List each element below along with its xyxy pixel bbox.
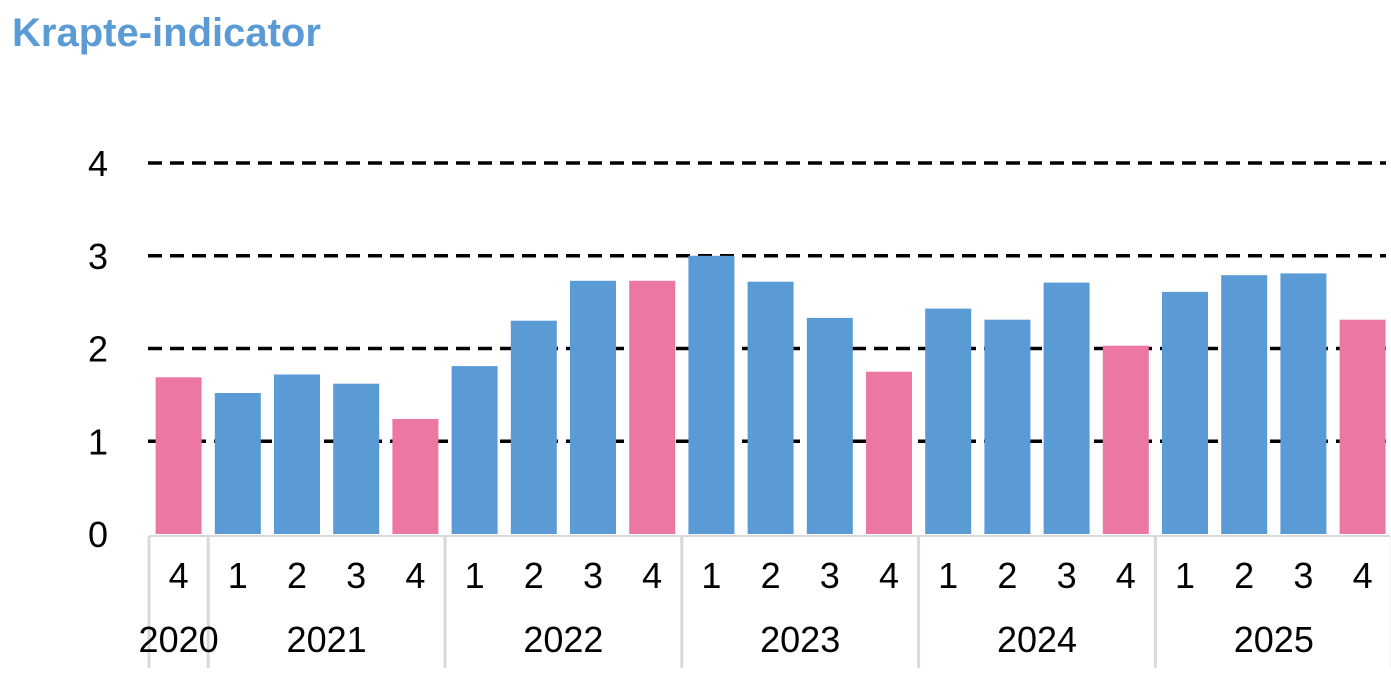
quarter-label: 2 bbox=[997, 555, 1017, 596]
quarter-label: 1 bbox=[228, 555, 248, 596]
y-axis-ticks: 0 1 2 3 4 bbox=[88, 143, 108, 555]
bar bbox=[925, 308, 972, 534]
quarter-label: 3 bbox=[346, 555, 366, 596]
bar bbox=[806, 317, 853, 534]
bar bbox=[866, 371, 912, 534]
year-label: 2020 bbox=[139, 619, 219, 660]
bar bbox=[1221, 275, 1268, 534]
y-tick-label: 4 bbox=[88, 143, 108, 184]
bar bbox=[510, 320, 557, 534]
bar bbox=[1102, 345, 1149, 534]
quarter-label: 4 bbox=[405, 555, 425, 596]
quarter-label: 3 bbox=[1057, 555, 1077, 596]
bars bbox=[155, 255, 1386, 535]
bar bbox=[1280, 273, 1327, 534]
quarter-label: 1 bbox=[701, 555, 721, 596]
y-tick-label: 2 bbox=[88, 329, 108, 370]
quarter-label: 2 bbox=[1234, 555, 1254, 596]
quarter-label: 4 bbox=[1353, 555, 1373, 596]
bar bbox=[155, 377, 202, 534]
quarter-label: 1 bbox=[938, 555, 958, 596]
year-label: 2021 bbox=[287, 619, 367, 660]
quarter-label: 1 bbox=[465, 555, 485, 596]
y-tick-label: 0 bbox=[88, 514, 108, 555]
quarter-label: 3 bbox=[583, 555, 603, 596]
year-label: 2022 bbox=[523, 619, 603, 660]
quarter-label: 2 bbox=[524, 555, 544, 596]
quarter-label: 2 bbox=[287, 555, 307, 596]
bar bbox=[1043, 282, 1090, 534]
bar bbox=[984, 319, 1031, 534]
chart-title: Krapte-indicator bbox=[12, 11, 321, 55]
quarter-label: 4 bbox=[1116, 555, 1136, 596]
quarter-label: 4 bbox=[642, 555, 662, 596]
quarter-label: 4 bbox=[879, 555, 899, 596]
bar bbox=[214, 393, 261, 534]
bar bbox=[451, 366, 498, 534]
bar bbox=[274, 374, 320, 534]
quarter-label: 1 bbox=[1175, 555, 1195, 596]
bar bbox=[629, 280, 676, 534]
quarter-label: 4 bbox=[169, 555, 189, 596]
quarter-label: 2 bbox=[761, 555, 781, 596]
bar bbox=[1339, 319, 1386, 534]
y-tick-label: 1 bbox=[88, 421, 108, 462]
bar bbox=[333, 383, 380, 534]
quarter-label: 3 bbox=[820, 555, 840, 596]
y-tick-label: 3 bbox=[88, 236, 108, 277]
bar bbox=[392, 419, 439, 534]
year-label: 2023 bbox=[760, 619, 840, 660]
bar bbox=[570, 280, 616, 534]
year-label: 2025 bbox=[1234, 619, 1314, 660]
bar bbox=[688, 255, 735, 535]
year-label: 2024 bbox=[997, 619, 1077, 660]
quarter-label: 3 bbox=[1293, 555, 1313, 596]
bar bbox=[747, 281, 794, 534]
bar bbox=[1162, 291, 1208, 534]
